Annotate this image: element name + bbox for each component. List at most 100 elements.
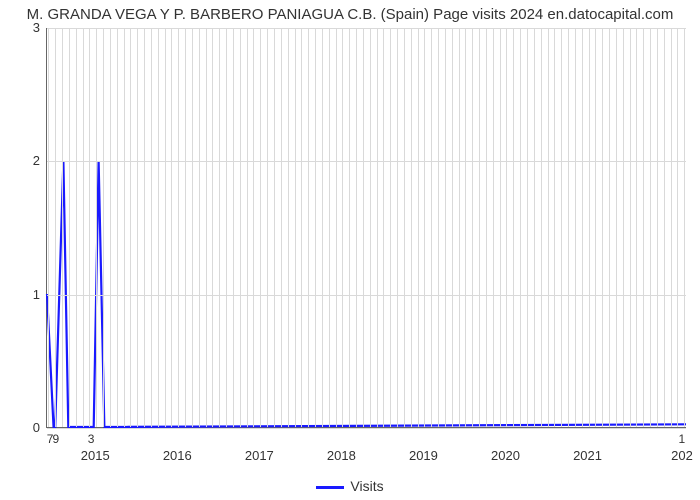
gridline-v: [616, 28, 617, 427]
gridline-v: [602, 28, 603, 427]
gridline-v: [165, 28, 166, 427]
gridline-v: [103, 28, 104, 427]
xtick-minor-label: 9: [53, 432, 60, 446]
xtick-major-label: 2020: [491, 448, 520, 463]
gridline-v: [253, 28, 254, 427]
gridline-v: [589, 28, 590, 427]
gridline-v: [206, 28, 207, 427]
gridline-v: [151, 28, 152, 427]
grid-and-line-svg: [47, 28, 686, 427]
gridline-v: [438, 28, 439, 427]
gridline-h: [47, 295, 686, 296]
gridline-v: [452, 28, 453, 427]
gridline-v: [62, 28, 63, 427]
ytick-label: 3: [0, 20, 40, 35]
gridline-v: [260, 28, 261, 427]
gridline-h: [47, 28, 686, 29]
xtick-minor-label: 3: [88, 432, 95, 446]
gridline-v: [520, 28, 521, 427]
gridline-v: [308, 28, 309, 427]
gridline-v: [199, 28, 200, 427]
gridline-v: [486, 28, 487, 427]
gridline-v: [404, 28, 405, 427]
gridline-v: [76, 28, 77, 427]
gridline-v: [117, 28, 118, 427]
gridline-v: [48, 28, 49, 427]
gridline-v: [459, 28, 460, 427]
gridline-v: [329, 28, 330, 427]
gridline-v: [185, 28, 186, 427]
gridline-v: [274, 28, 275, 427]
gridline-v: [677, 28, 678, 427]
gridline-v: [623, 28, 624, 427]
gridline-v: [336, 28, 337, 427]
gridline-v: [247, 28, 248, 427]
gridline-v: [383, 28, 384, 427]
gridline-v: [301, 28, 302, 427]
gridline-v: [144, 28, 145, 427]
xtick-minor-label: 1: [679, 432, 686, 446]
gridline-v: [171, 28, 172, 427]
gridline-v: [178, 28, 179, 427]
xtick-major-label: 2018: [327, 448, 356, 463]
gridline-v: [158, 28, 159, 427]
gridline-v: [233, 28, 234, 427]
gridline-v: [288, 28, 289, 427]
gridline-v: [124, 28, 125, 427]
ytick-label: 0: [0, 420, 40, 435]
gridline-v: [595, 28, 596, 427]
xtick-major-label: 2019: [409, 448, 438, 463]
gridline-v: [240, 28, 241, 427]
plot-area: [46, 28, 686, 428]
gridline-v: [609, 28, 610, 427]
gridline-v: [418, 28, 419, 427]
gridline-v: [684, 28, 685, 427]
gridline-v: [465, 28, 466, 427]
gridline-v: [479, 28, 480, 427]
gridline-v: [130, 28, 131, 427]
xtick-major-label: 2017: [245, 448, 274, 463]
gridline-v: [349, 28, 350, 427]
gridline-v: [506, 28, 507, 427]
gridline-v: [363, 28, 364, 427]
gridline-v: [636, 28, 637, 427]
gridline-v: [356, 28, 357, 427]
gridline-v: [643, 28, 644, 427]
gridline-v: [226, 28, 227, 427]
gridline-v: [397, 28, 398, 427]
gridline-v: [212, 28, 213, 427]
chart-title: M. GRANDA VEGA Y P. BARBERO PANIAGUA C.B…: [0, 6, 700, 23]
gridline-v: [370, 28, 371, 427]
xtick-major-label: 2021: [573, 448, 602, 463]
gridline-v: [137, 28, 138, 427]
gridline-v: [568, 28, 569, 427]
gridline-v: [315, 28, 316, 427]
gridline-v: [541, 28, 542, 427]
gridline-v: [110, 28, 111, 427]
gridline-v: [513, 28, 514, 427]
chart-container: M. GRANDA VEGA Y P. BARBERO PANIAGUA C.B…: [0, 0, 700, 500]
gridline-v: [548, 28, 549, 427]
xtick-major-label: 202: [671, 448, 693, 463]
gridline-v: [89, 28, 90, 427]
gridline-v: [295, 28, 296, 427]
gridline-v: [219, 28, 220, 427]
gridline-v: [377, 28, 378, 427]
gridline-v: [582, 28, 583, 427]
gridline-v: [534, 28, 535, 427]
legend-swatch: [316, 486, 344, 489]
ytick-label: 2: [0, 153, 40, 168]
gridline-v: [445, 28, 446, 427]
gridline-v: [472, 28, 473, 427]
gridline-v: [55, 28, 56, 427]
gridline-v: [493, 28, 494, 427]
gridline-v: [267, 28, 268, 427]
gridline-v: [192, 28, 193, 427]
gridline-v: [671, 28, 672, 427]
gridline-v: [83, 28, 84, 427]
gridline-v: [575, 28, 576, 427]
gridline-v: [281, 28, 282, 427]
gridline-v: [630, 28, 631, 427]
gridline-v: [69, 28, 70, 427]
legend-label: Visits: [350, 478, 383, 494]
